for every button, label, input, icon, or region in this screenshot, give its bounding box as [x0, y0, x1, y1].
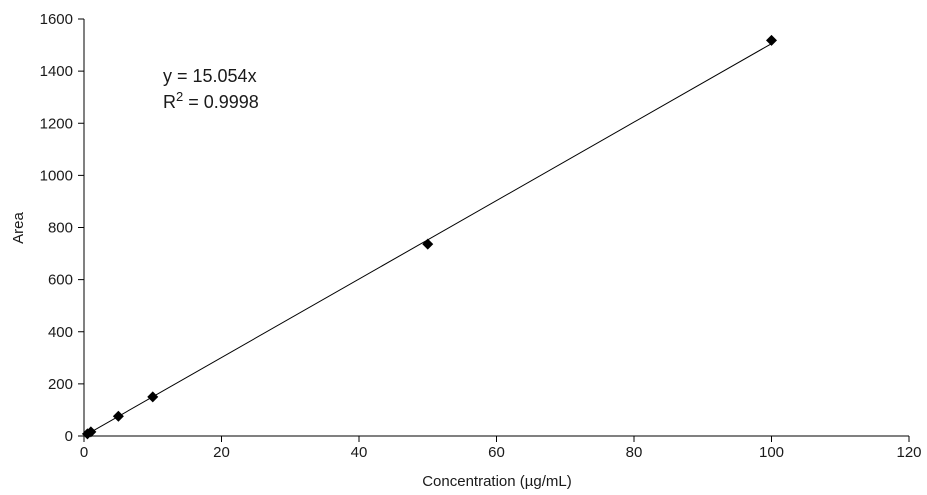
data-point-marker — [85, 426, 97, 438]
y-tick-label: 200 — [48, 376, 73, 393]
data-point-marker — [112, 410, 124, 422]
x-tick-label: 40 — [351, 444, 368, 461]
x-tick-label: 0 — [80, 444, 88, 461]
x-tick-label: 120 — [896, 444, 921, 461]
r-squared-prefix: R — [163, 92, 176, 112]
x-axis-title: Concentration (µg/mL) — [422, 473, 572, 490]
y-axis-title: Area — [10, 212, 27, 244]
x-tick-label: 80 — [626, 444, 643, 461]
trendline — [87, 43, 772, 435]
data-point-marker — [422, 238, 434, 250]
y-tick-label: 400 — [48, 324, 73, 341]
r-squared-label: R2 = 0.9998 — [163, 89, 259, 112]
y-tick-label: 1400 — [40, 63, 73, 80]
data-point-marker — [766, 34, 777, 46]
data-points — [81, 34, 777, 440]
x-tick-label: 20 — [213, 444, 230, 461]
y-tick-label: 600 — [48, 272, 73, 289]
trendline-group — [87, 43, 772, 435]
axes — [78, 18, 910, 442]
y-tick-label: 800 — [48, 220, 73, 237]
y-tick-label: 1600 — [40, 11, 73, 28]
y-tick-label: 1200 — [40, 115, 73, 132]
r-squared-value: = 0.9998 — [183, 92, 259, 112]
equation-label: y = 15.054x — [163, 66, 257, 86]
data-point-marker — [147, 391, 159, 403]
x-tick-label: 60 — [488, 444, 505, 461]
tick-labels: 0 20 40 60 80 100 1200200400600800100012001400… — [40, 11, 922, 461]
y-tick-label: 0 — [65, 428, 73, 445]
x-tick-label: 100 — [759, 444, 784, 461]
r-squared-superscript: 2 — [176, 89, 183, 104]
y-tick-label: 1000 — [40, 167, 73, 184]
